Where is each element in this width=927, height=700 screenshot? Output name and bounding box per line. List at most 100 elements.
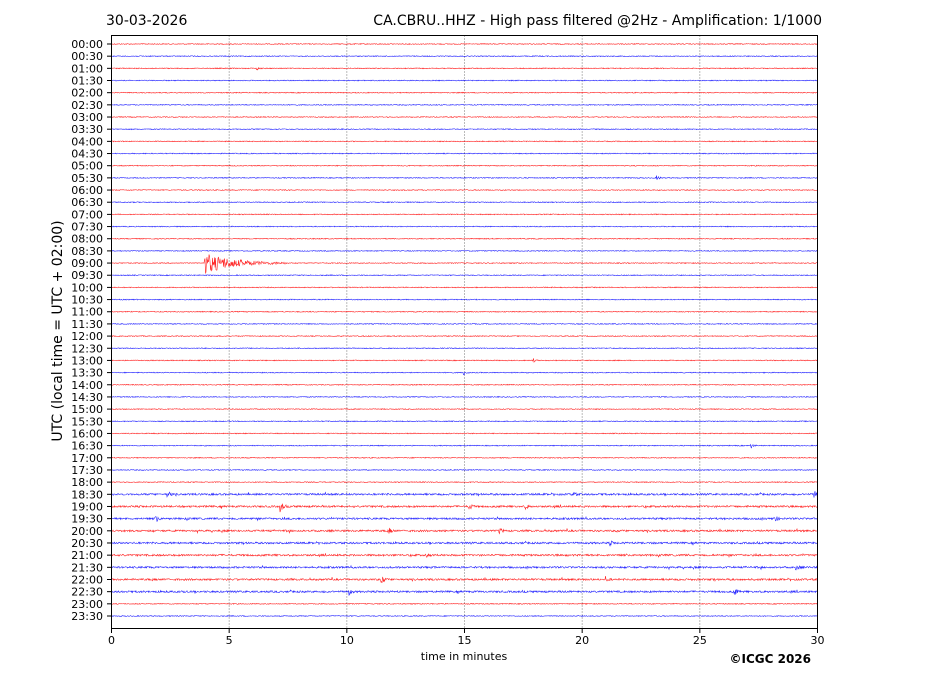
trace-0430 [111,152,818,155]
y-tick-label: 02:00 [71,87,103,100]
x-tick-label: 25 [693,634,707,647]
y-tick-label: 13:00 [71,354,103,367]
trace-0030 [111,54,818,58]
grid-lines [228,35,701,629]
y-tick-label: 10:00 [71,281,103,294]
trace-2300 [111,602,818,605]
trace-1730 [111,468,818,471]
chart-title: CA.CBRU..HHZ - High pass filtered @2Hz -… [373,13,822,29]
y-tick-label: 07:30 [71,221,103,234]
y-tick-label: 21:00 [71,549,103,562]
trace-2330 [111,614,818,618]
x-axis-label: time in minutes [421,650,508,663]
trace-0200 [111,91,818,94]
trace-2000 [111,527,818,535]
date-title: 30-03-2026 [106,13,187,29]
y-tick-label: 19:30 [71,513,103,526]
trace-1930 [111,516,818,523]
y-axis-ticks: 00:0000:3001:0001:3002:0002:3003:0003:30… [71,38,112,623]
x-tick-label: 15 [458,634,472,647]
trace-0600 [111,189,818,192]
y-tick-label: 12:00 [71,330,103,343]
y-tick-label: 11:30 [71,318,103,331]
trace-1800 [111,481,818,484]
y-tick-label: 17:00 [71,452,103,465]
x-tick-label: 0 [108,634,115,647]
trace-2130 [111,564,818,571]
y-tick-label: 06:00 [71,184,103,197]
y-tick-label: 09:00 [71,257,103,270]
trace-0100 [111,66,818,71]
trace-2200 [111,576,818,584]
y-tick-label: 05:00 [71,160,103,173]
trace-1600 [111,432,818,435]
trace-0530 [111,175,818,180]
trace-0830 [111,249,818,252]
x-tick-label: 5 [226,634,233,647]
y-tick-label: 14:00 [71,379,103,392]
traces [111,42,818,618]
trace-2230 [111,589,818,597]
y-tick-label: 00:30 [71,50,103,63]
y-tick-label: 06:30 [71,196,103,209]
trace-1300 [111,358,818,363]
y-tick-label: 16:30 [71,440,103,453]
y-tick-label: 20:00 [71,525,103,538]
y-tick-label: 15:00 [71,403,103,416]
y-tick-label: 22:30 [71,586,103,599]
x-axis-ticks: 0 5 10 15 20 25 30 [108,628,825,647]
y-tick-label: 05:30 [71,172,103,185]
trace-1900 [111,503,818,513]
y-tick-label: 15:30 [71,415,103,428]
y-tick-label: 11:00 [71,306,103,319]
trace-1130 [111,322,818,325]
trace-0700 [111,213,818,216]
y-tick-label: 00:00 [71,38,103,51]
x-tick-label: 30 [811,634,825,647]
y-tick-label: 18:00 [71,476,103,489]
y-tick-label: 03:30 [71,123,103,136]
y-tick-label: 01:30 [71,75,103,88]
y-tick-label: 17:30 [71,464,103,477]
trace-0800 [111,237,818,240]
y-tick-label: 02:30 [71,99,103,112]
trace-1530 [111,420,818,423]
trace-0630 [111,201,818,204]
trace-2100 [111,552,818,559]
trace-1700 [111,456,818,459]
y-tick-label: 18:30 [71,488,103,501]
y-tick-label: 21:30 [71,561,103,574]
y-tick-label: 12:30 [71,342,103,355]
y-tick-label: 23:00 [71,598,103,611]
y-tick-label: 22:00 [71,573,103,586]
y-tick-label: 08:00 [71,233,103,246]
trace-0230 [111,103,818,106]
x-tick-label: 20 [575,634,589,647]
trace-0500 [111,164,818,167]
trace-1000 [111,286,818,289]
y-tick-label: 09:30 [71,269,103,282]
y-tick-label: 19:00 [71,500,103,513]
trace-0330 [111,128,818,131]
trace-0400 [111,140,818,143]
y-tick-label: 10:30 [71,294,103,307]
y-tick-label: 14:30 [71,391,103,404]
y-tick-label: 20:30 [71,537,103,550]
trace-0300 [111,115,818,119]
trace-1030 [111,298,818,301]
trace-0000 [111,42,818,45]
trace-0130 [111,79,818,82]
y-tick-label: 01:00 [71,62,103,75]
y-tick-label: 16:00 [71,427,103,440]
y-tick-label: 03:00 [71,111,103,124]
trace-1430 [111,395,818,398]
trace-1830 [111,491,818,498]
y-tick-label: 13:30 [71,367,103,380]
trace-0900 [111,254,818,275]
y-tick-label: 04:00 [71,135,103,148]
trace-1630 [111,443,818,449]
copyright: ©ICGC 2026 [729,652,811,666]
trace-0930 [111,274,818,277]
trace-1330 [111,371,818,376]
